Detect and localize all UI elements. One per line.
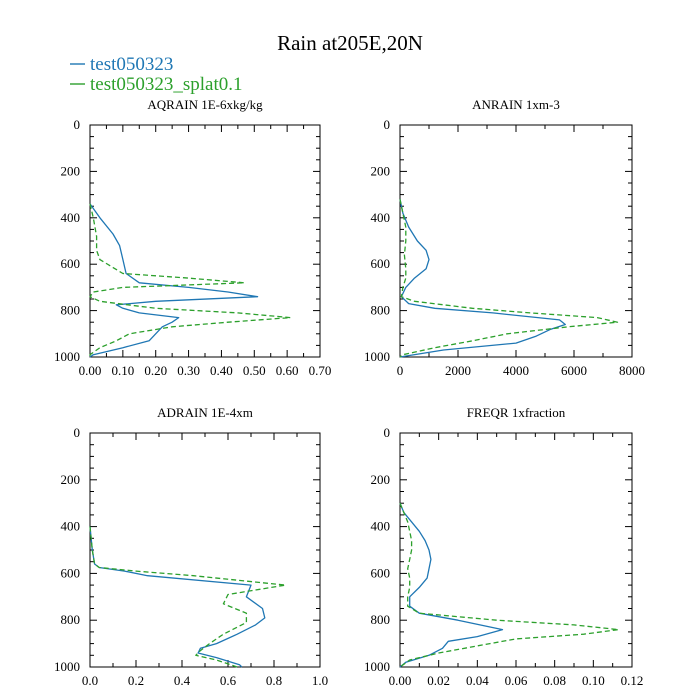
y-tick-label-aqrain: 600 bbox=[61, 256, 81, 271]
y-tick-label-anrain: 0 bbox=[384, 117, 391, 132]
x-tick-label-freqr: 0.10 bbox=[582, 673, 605, 688]
x-tick-label-freqr: 0.00 bbox=[389, 673, 412, 688]
x-tick-label-anrain: 0 bbox=[397, 363, 404, 378]
series-line-2-anrain bbox=[399, 199, 619, 358]
panel-title-freqr: FREQR 1xfraction bbox=[467, 405, 566, 420]
y-tick-label-anrain: 400 bbox=[371, 210, 391, 225]
y-tick-label-anrain: 200 bbox=[371, 163, 391, 178]
x-tick-label-aqrain: 0.70 bbox=[309, 363, 332, 378]
panel-title-adrain: ADRAIN 1E-4xm bbox=[157, 405, 253, 420]
panel-anrain: ANRAIN 1xm-3 0 200 400 600 800 1000 0 2000 4000 60… bbox=[364, 97, 645, 378]
legend-label-series-2: test050323_splat0.1 bbox=[90, 74, 243, 95]
y-tick-label-anrain: 800 bbox=[371, 303, 391, 318]
plot-frame-aqrain bbox=[89, 124, 321, 358]
plot-frame-adrain bbox=[89, 432, 321, 668]
y-tick-label-anrain: 1000 bbox=[364, 349, 390, 364]
x-tick-label-freqr: 0.04 bbox=[466, 673, 489, 688]
plot-frame-anrain bbox=[399, 124, 633, 358]
y-tick-label-anrain: 600 bbox=[371, 256, 391, 271]
x-tick-label-aqrain: 0.50 bbox=[243, 363, 266, 378]
y-tick-label-aqrain: 800 bbox=[61, 303, 81, 318]
y-tick-label-adrain: 800 bbox=[61, 612, 81, 627]
series-line-1-aqrain bbox=[89, 203, 259, 358]
y-tick-label-freqr: 0 bbox=[384, 425, 391, 440]
x-tick-label-aqrain: 0.60 bbox=[276, 363, 299, 378]
x-tick-label-freqr: 0.06 bbox=[505, 673, 528, 688]
x-tick-label-freqr: 0.08 bbox=[543, 673, 566, 688]
y-tick-label-aqrain: 200 bbox=[61, 163, 81, 178]
panel-title-aqrain: AQRAIN 1E-6xkg/kg bbox=[147, 97, 263, 112]
x-tick-label-freqr: 0.02 bbox=[427, 673, 450, 688]
y-tick-label-adrain: 200 bbox=[61, 472, 81, 487]
panel-title-anrain: ANRAIN 1xm-3 bbox=[472, 97, 560, 112]
x-tick-label-anrain: 4000 bbox=[503, 363, 529, 378]
series-line-1-adrain bbox=[89, 526, 266, 668]
y-tick-label-aqrain: 1000 bbox=[54, 349, 80, 364]
x-tick-label-aqrain: 0.40 bbox=[210, 363, 233, 378]
y-tick-label-freqr: 600 bbox=[371, 565, 391, 580]
y-tick-label-freqr: 1000 bbox=[364, 659, 390, 674]
figure-title: Rain at205E,20N bbox=[277, 31, 423, 55]
series-line-1-anrain bbox=[399, 199, 566, 358]
x-tick-label-adrain: 0.2 bbox=[128, 673, 144, 688]
x-tick-label-adrain: 0.0 bbox=[82, 673, 98, 688]
x-tick-label-adrain: 0.4 bbox=[174, 673, 191, 688]
x-tick-label-freqr: 0.12 bbox=[621, 673, 644, 688]
y-tick-label-freqr: 800 bbox=[371, 612, 391, 627]
y-tick-label-adrain: 0 bbox=[74, 425, 81, 440]
y-tick-label-freqr: 200 bbox=[371, 472, 391, 487]
x-tick-label-anrain: 6000 bbox=[561, 363, 587, 378]
y-tick-label-aqrain: 400 bbox=[61, 210, 81, 225]
x-tick-label-adrain: 0.6 bbox=[220, 673, 237, 688]
series-line-1-freqr bbox=[399, 502, 504, 668]
x-tick-label-aqrain: 0.30 bbox=[177, 363, 200, 378]
x-tick-label-adrain: 0.8 bbox=[266, 673, 282, 688]
y-tick-label-adrain: 400 bbox=[61, 519, 81, 534]
x-tick-label-aqrain: 0.20 bbox=[144, 363, 167, 378]
y-tick-label-adrain: 600 bbox=[61, 565, 81, 580]
legend: test050323 test050323_splat0.1 bbox=[70, 54, 243, 95]
x-tick-label-anrain: 2000 bbox=[445, 363, 471, 378]
y-tick-label-freqr: 400 bbox=[371, 519, 391, 534]
y-tick-label-adrain: 1000 bbox=[54, 659, 80, 674]
series-line-2-aqrain bbox=[89, 203, 292, 357]
series-line-2-freqr bbox=[399, 502, 620, 668]
x-tick-label-aqrain: 0.00 bbox=[79, 363, 102, 378]
x-tick-label-adrain: 1.0 bbox=[312, 673, 328, 688]
series-line-2-adrain bbox=[89, 526, 287, 668]
x-tick-label-anrain: 8000 bbox=[619, 363, 645, 378]
x-tick-label-aqrain: 0.10 bbox=[111, 363, 134, 378]
y-tick-label-aqrain: 0 bbox=[74, 117, 81, 132]
legend-label-series-1: test050323 bbox=[90, 54, 173, 75]
